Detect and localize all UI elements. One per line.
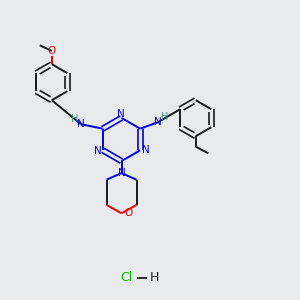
Text: N: N: [154, 117, 162, 127]
Text: O: O: [124, 208, 132, 218]
Text: O: O: [48, 46, 56, 56]
Text: N: N: [118, 168, 125, 178]
Text: Cl: Cl: [120, 271, 132, 284]
Text: N: N: [117, 109, 125, 119]
Text: H: H: [150, 271, 159, 284]
Text: N: N: [142, 145, 149, 155]
Text: N: N: [94, 146, 101, 156]
Text: N: N: [77, 119, 85, 129]
Text: H: H: [70, 114, 78, 124]
Text: H: H: [161, 112, 169, 122]
